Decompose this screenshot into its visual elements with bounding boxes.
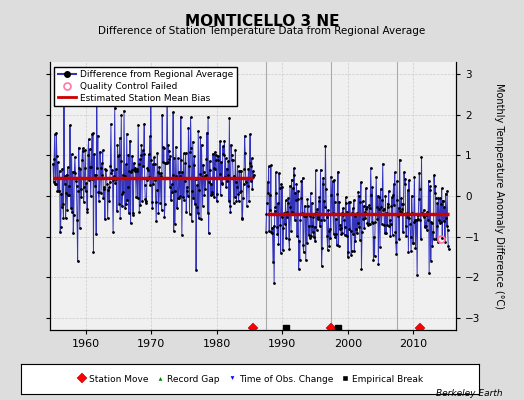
- Legend: Difference from Regional Average, Quality Control Failed, Estimated Station Mean: Difference from Regional Average, Qualit…: [54, 66, 237, 106]
- Text: MONTICELLO 3 NE: MONTICELLO 3 NE: [185, 14, 339, 29]
- Y-axis label: Monthly Temperature Anomaly Difference (°C): Monthly Temperature Anomaly Difference (…: [494, 83, 504, 309]
- Text: Berkeley Earth: Berkeley Earth: [436, 389, 503, 398]
- Text: Difference of Station Temperature Data from Regional Average: Difference of Station Temperature Data f…: [99, 26, 425, 36]
- Legend: Station Move, Record Gap, Time of Obs. Change, Empirical Break: Station Move, Record Gap, Time of Obs. C…: [73, 371, 427, 387]
